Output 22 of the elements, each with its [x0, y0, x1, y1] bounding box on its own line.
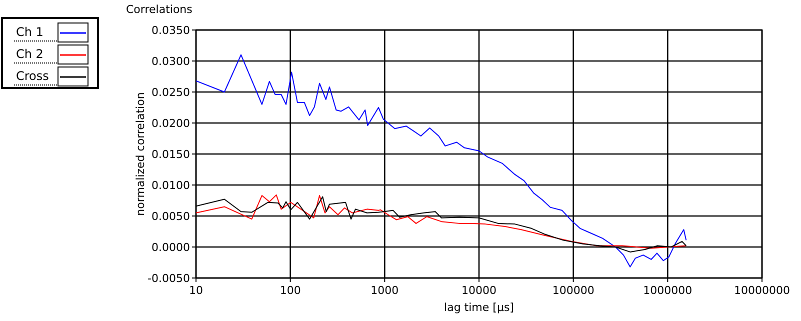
x-tick-label: 10000 — [462, 284, 496, 297]
x-tick-label: 1000 — [370, 284, 399, 297]
y-tick-label: 0.0150 — [152, 148, 190, 161]
y-tick-label: 0.0250 — [152, 86, 190, 99]
y-tick-label: -0.0050 — [148, 272, 190, 285]
x-tick-label: 10000000 — [734, 284, 790, 297]
y-tick-label: 0.0050 — [152, 210, 190, 223]
legend-label: Ch 2 — [16, 47, 44, 61]
y-tick-label: 0.0350 — [152, 24, 190, 37]
x-tick-label: 100000 — [552, 284, 594, 297]
y-tick-label: 0.0300 — [152, 54, 190, 68]
x-axis-title: lag time [µs] — [444, 301, 514, 314]
legend-label: Ch 1 — [16, 25, 44, 39]
legend-label: Cross — [16, 69, 49, 83]
y-axis-title: normalized correlation — [134, 92, 147, 216]
chart-title: Correlations — [126, 3, 193, 16]
x-tick-label: 1000000 — [643, 284, 692, 297]
y-tick-label: 0.0000 — [152, 240, 190, 254]
x-tick-label: 10 — [189, 284, 203, 297]
y-tick-label: 0.0200 — [152, 116, 190, 130]
y-tick-label: 0.0100 — [152, 178, 190, 192]
x-tick-label: 100 — [280, 284, 301, 297]
